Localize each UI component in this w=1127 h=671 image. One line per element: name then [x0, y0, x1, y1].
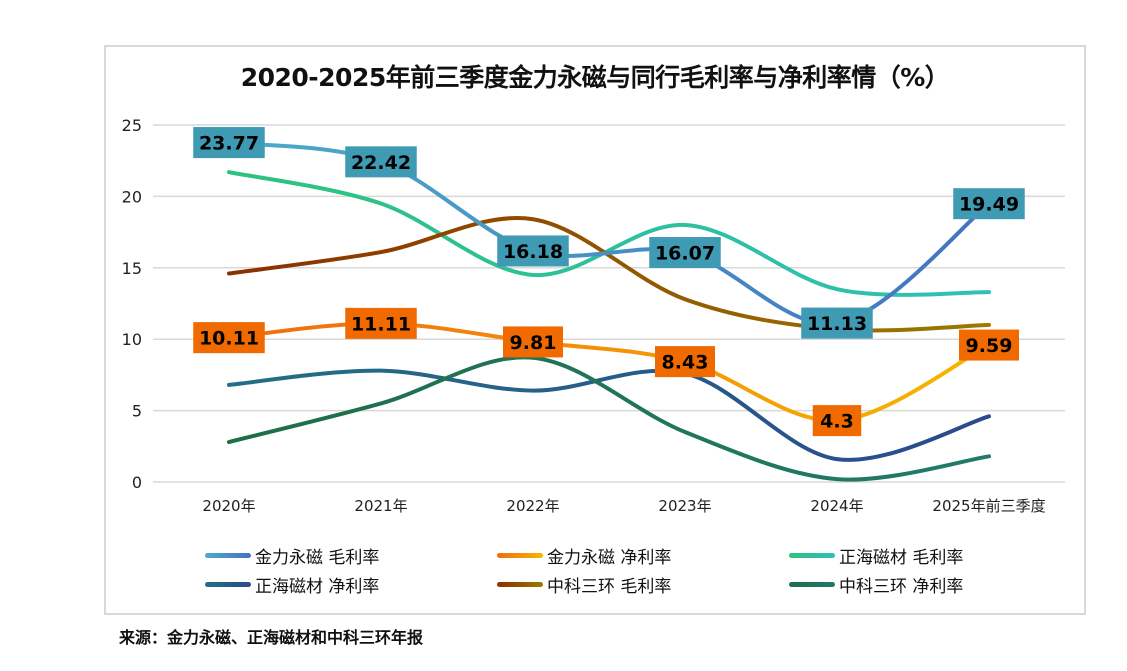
legend-label: 中科三环 毛利率	[547, 577, 672, 597]
data-label-text: 22.42	[351, 152, 411, 174]
x-tick-label: 2020年	[202, 497, 255, 515]
series-line	[227, 368, 991, 462]
data-labels: 23.77 22.42 16.18 16.07 11.13 19.49 10.11 11.11…	[193, 127, 1025, 437]
data-label-box	[801, 307, 873, 339]
data-label: 16.07	[649, 237, 721, 269]
legend-item: 中科三环 毛利率	[497, 572, 671, 597]
data-label: 11.11	[345, 307, 417, 339]
chart-frame	[104, 45, 1086, 615]
data-label-box	[503, 326, 563, 358]
gridlines	[153, 124, 1065, 483]
series-line	[227, 140, 991, 326]
legend-label: 金力永磁 毛利率	[255, 548, 380, 568]
legend-swatch	[205, 553, 251, 558]
data-label: 9.59	[959, 329, 1019, 361]
x-axis-ticks: 2020年 2021年 2022年 2023年 2024年 2025年前三季度	[202, 497, 1045, 515]
data-label: 23.77	[193, 127, 265, 159]
y-axis-ticks: 0 5 10 15 20 25	[122, 116, 142, 492]
legend-swatch	[497, 582, 543, 587]
data-label-text: 10.11	[199, 328, 259, 350]
data-label-text: 9.59	[966, 335, 1013, 357]
data-label-text: 11.13	[807, 313, 867, 335]
chart-title: 2020-2025年前三季度金力永磁与同行毛利率与净利率情（%）	[240, 63, 950, 92]
data-label-text: 16.07	[655, 243, 715, 265]
legend-item: 正海磁材 净利率	[205, 572, 379, 597]
y-tick-label: 25	[122, 116, 142, 135]
data-label: 10.11	[193, 322, 265, 354]
legend-swatch	[497, 553, 543, 558]
data-label: 4.3	[812, 405, 862, 437]
data-label-text: 8.43	[662, 352, 709, 374]
data-label: 22.42	[345, 146, 417, 178]
data-label: 16.18	[497, 235, 569, 267]
data-label: 11.13	[801, 307, 873, 339]
y-tick-label: 20	[122, 187, 142, 206]
legend-item: 中科三环 净利率	[789, 572, 963, 597]
data-label-box	[655, 346, 715, 378]
data-label-text: 16.18	[503, 241, 563, 263]
y-tick-label: 5	[132, 402, 142, 421]
data-label-box	[193, 322, 265, 354]
data-label-box	[959, 329, 1019, 361]
data-label: 8.43	[655, 346, 715, 378]
legend-swatch	[789, 582, 835, 587]
legend-swatch	[789, 553, 835, 558]
data-label-box	[953, 188, 1025, 220]
data-label-text: 4.3	[820, 411, 854, 433]
series-line	[227, 170, 991, 297]
data-label-text: 19.49	[959, 194, 1019, 216]
x-tick-label: 2021年	[354, 497, 407, 515]
legend-label: 正海磁材 毛利率	[839, 548, 964, 568]
data-label-box	[812, 405, 862, 437]
x-tick-label: 2022年	[506, 497, 559, 515]
x-tick-label: 2023年	[658, 497, 711, 515]
legend-item: 正海磁材 毛利率	[789, 543, 963, 568]
data-label-box	[649, 237, 721, 269]
data-label: 9.81	[503, 326, 563, 358]
data-label-box	[193, 127, 265, 159]
series-lines	[227, 140, 991, 482]
series-line	[227, 216, 991, 333]
source-note: 来源：金力永磁、正海磁材和中科三环年报	[119, 628, 424, 647]
x-tick-label: 2024年	[810, 497, 863, 515]
y-tick-label: 15	[122, 259, 142, 278]
legend-label: 中科三环 净利率	[839, 577, 964, 597]
legend-swatch	[205, 582, 251, 587]
y-tick-label: 10	[122, 330, 142, 349]
data-label-box	[345, 307, 417, 339]
legend-label: 金力永磁 净利率	[547, 548, 672, 568]
data-label-text: 9.81	[510, 332, 557, 354]
data-label-text: 11.11	[351, 313, 411, 335]
series-line	[227, 355, 991, 482]
legend-label: 正海磁材 净利率	[255, 577, 380, 597]
data-label-text: 23.77	[199, 133, 259, 155]
x-tick-label: 2025年前三季度	[932, 497, 1045, 515]
legend-item: 金力永磁 净利率	[497, 543, 671, 568]
y-tick-label: 0	[132, 473, 142, 492]
legend-item: 金力永磁 毛利率	[205, 543, 379, 568]
data-label: 19.49	[953, 188, 1025, 220]
data-label-box	[345, 146, 417, 178]
data-label-box	[497, 235, 569, 267]
